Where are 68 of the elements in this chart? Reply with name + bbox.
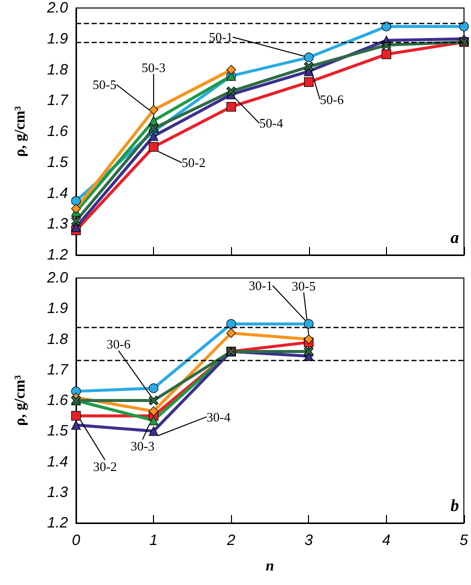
point [148, 131, 158, 141]
x-tick-label: 4 [382, 532, 390, 549]
point [148, 416, 158, 426]
x-tick-label: 2 [226, 532, 236, 549]
point [226, 64, 236, 75]
series-label: 30-4 [206, 409, 231, 424]
y-tick-label: 1.8 [47, 330, 69, 348]
y-tick-label: 2.0 [46, 270, 69, 286]
y-tick-label: 1.9 [47, 30, 69, 48]
y-tick-label: 1.4 [47, 184, 68, 202]
point [71, 420, 81, 430]
text: 30-6 [106, 336, 131, 352]
point [304, 319, 314, 329]
y-tick-label: 1.6 [47, 392, 69, 409]
text: 50-4 [259, 116, 284, 131]
point [459, 22, 469, 32]
point [71, 196, 81, 206]
point [226, 86, 236, 96]
y-tick-label: 1.8 [47, 61, 69, 78]
x-tick-label: 5 [460, 532, 469, 549]
x-tick-label: 0 [72, 532, 81, 549]
y-tick-label: 1.5 [47, 422, 69, 440]
y-tick-label: 2.0 [46, 0, 69, 16]
point [148, 142, 158, 152]
x-axis-title: n [266, 558, 274, 574]
text: 30-2 [93, 459, 117, 474]
y-tick-label: 1.7 [47, 361, 69, 378]
y-axis-title: ρ, g/cm³ [12, 374, 28, 426]
point [226, 102, 236, 112]
y-tick-label: 1.6 [47, 123, 69, 140]
point [382, 22, 392, 32]
text: 50-1 [208, 30, 233, 45]
x-tick-label: 3 [304, 532, 314, 549]
text: 50-5 [92, 77, 117, 92]
y-axis-title: ρ, g/cm³ [12, 106, 28, 157]
series-label: 50-6 [320, 92, 344, 107]
point [148, 105, 158, 115]
point [304, 77, 314, 87]
point [226, 319, 236, 329]
point [148, 396, 158, 406]
text: 50-3 [142, 60, 166, 75]
y-tick-label: 1.2 [47, 246, 69, 264]
point [148, 426, 158, 436]
point [382, 50, 392, 60]
y-tick-label: 1.5 [47, 154, 69, 171]
point [148, 406, 158, 416]
point [71, 216, 81, 226]
x-tick-label: 1 [149, 532, 158, 549]
text: 30-5 [292, 278, 316, 294]
text: 30-1 [248, 278, 273, 294]
annotation: a [450, 228, 460, 247]
point [304, 334, 314, 344]
legend-label: 30-3 [130, 438, 154, 454]
point [71, 222, 81, 232]
point [71, 411, 81, 421]
y-tick-label: 1.3 [47, 216, 69, 233]
legend-label: 50-2 [182, 155, 206, 170]
y-tick-label: 1.7 [47, 92, 69, 110]
point [304, 52, 314, 62]
y-tick-label: 1.3 [47, 484, 69, 501]
point [226, 328, 236, 338]
y-tick-label: 1.4 [47, 453, 68, 470]
annotation: b [450, 496, 459, 515]
y-tick-label: 1.9 [47, 300, 69, 318]
point [148, 383, 158, 394]
y-tick-label: 1.2 [47, 514, 69, 532]
point [304, 62, 314, 72]
point [148, 124, 158, 134]
